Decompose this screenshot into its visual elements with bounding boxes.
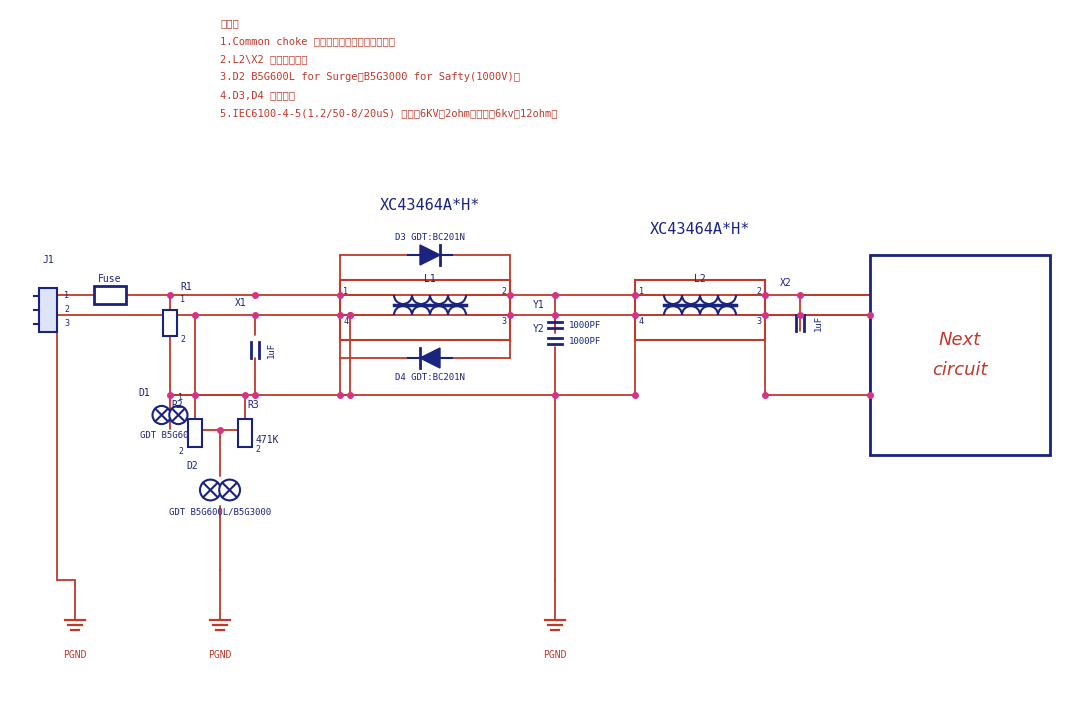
Bar (163, 310, 177, 336)
Text: Next: Next (939, 331, 981, 349)
Circle shape (152, 406, 171, 424)
Text: L2: L2 (694, 274, 706, 284)
Text: R2: R2 (172, 400, 183, 410)
Text: 1000PF: 1000PF (569, 320, 602, 329)
Text: Fuse: Fuse (98, 274, 122, 284)
Text: 1: 1 (64, 291, 69, 301)
Text: 1uF: 1uF (267, 342, 276, 358)
Text: 1uF: 1uF (814, 315, 823, 331)
Text: PGND: PGND (64, 650, 86, 660)
Text: J1: J1 (42, 255, 54, 265)
Text: D1: D1 (138, 388, 150, 398)
Text: PGND: PGND (208, 650, 232, 660)
Text: 1000PF: 1000PF (569, 337, 602, 346)
Text: 2: 2 (180, 336, 185, 344)
Text: D4 GDT:BC201N: D4 GDT:BC201N (395, 374, 464, 382)
Text: X1: X1 (235, 298, 247, 308)
Text: 4: 4 (343, 317, 349, 325)
Bar (94, 286, 126, 304)
Text: D3 GDT:BC201N: D3 GDT:BC201N (395, 232, 464, 241)
Text: N: N (104, 288, 116, 302)
Text: 3.D2 B5G600L for Surge，B5G3000 for Safty(1000V)。: 3.D2 B5G600L for Surge，B5G3000 for Safty… (220, 72, 519, 82)
Text: R3: R3 (247, 400, 259, 410)
Polygon shape (420, 245, 440, 265)
Text: 2: 2 (178, 446, 183, 455)
Bar (188, 419, 202, 447)
Bar (39, 288, 57, 332)
Bar (635, 280, 765, 340)
Text: Y2: Y2 (534, 324, 545, 334)
Bar (238, 419, 252, 447)
Text: 3: 3 (64, 320, 69, 329)
Text: circuit: circuit (932, 361, 988, 379)
Polygon shape (420, 348, 440, 368)
Text: Y1: Y1 (534, 300, 545, 310)
Text: 3: 3 (756, 317, 761, 325)
Text: 5.IEC6100-4-5(1.2/50-8/20uS) 差模：6KV（2ohm），共樯6kv（12ohm）: 5.IEC6100-4-5(1.2/50-8/20uS) 差模：6KV（2ohm… (220, 108, 557, 118)
Text: XC43464A*H*: XC43464A*H* (650, 222, 751, 237)
Text: 4.D3,D4 为退耦。: 4.D3,D4 为退耦。 (220, 90, 295, 100)
Text: 1: 1 (178, 393, 183, 401)
Text: R1: R1 (180, 282, 192, 292)
Text: 1: 1 (638, 287, 644, 296)
Text: 2: 2 (756, 287, 761, 296)
Text: GDT B5G600L/B5G3000: GDT B5G600L/B5G3000 (168, 508, 271, 517)
Text: 2: 2 (64, 306, 69, 315)
Text: D2: D2 (186, 461, 198, 471)
Text: X2: X2 (780, 278, 792, 288)
Text: 2.L2\X2 可选择不加。: 2.L2\X2 可选择不加。 (220, 54, 308, 64)
Bar (340, 280, 510, 340)
Text: PGND: PGND (543, 650, 567, 660)
Text: 1: 1 (180, 294, 185, 303)
Text: 1: 1 (343, 287, 349, 296)
Text: 3: 3 (501, 317, 507, 325)
Text: 1.Common choke 的选用要注意产品的工作电流: 1.Common choke 的选用要注意产品的工作电流 (220, 36, 395, 46)
Text: 2: 2 (255, 446, 260, 455)
Bar (870, 255, 1050, 455)
Circle shape (219, 479, 240, 501)
Text: 备注：: 备注： (220, 18, 239, 28)
Circle shape (170, 406, 188, 424)
Text: 2: 2 (501, 287, 507, 296)
Text: 4: 4 (638, 317, 644, 325)
Text: 471K: 471K (255, 435, 279, 445)
Text: XC43464A*H*: XC43464A*H* (380, 198, 481, 213)
Text: L1: L1 (424, 274, 436, 284)
Text: GDT B5G600L: GDT B5G600L (140, 431, 200, 439)
Circle shape (200, 479, 220, 501)
